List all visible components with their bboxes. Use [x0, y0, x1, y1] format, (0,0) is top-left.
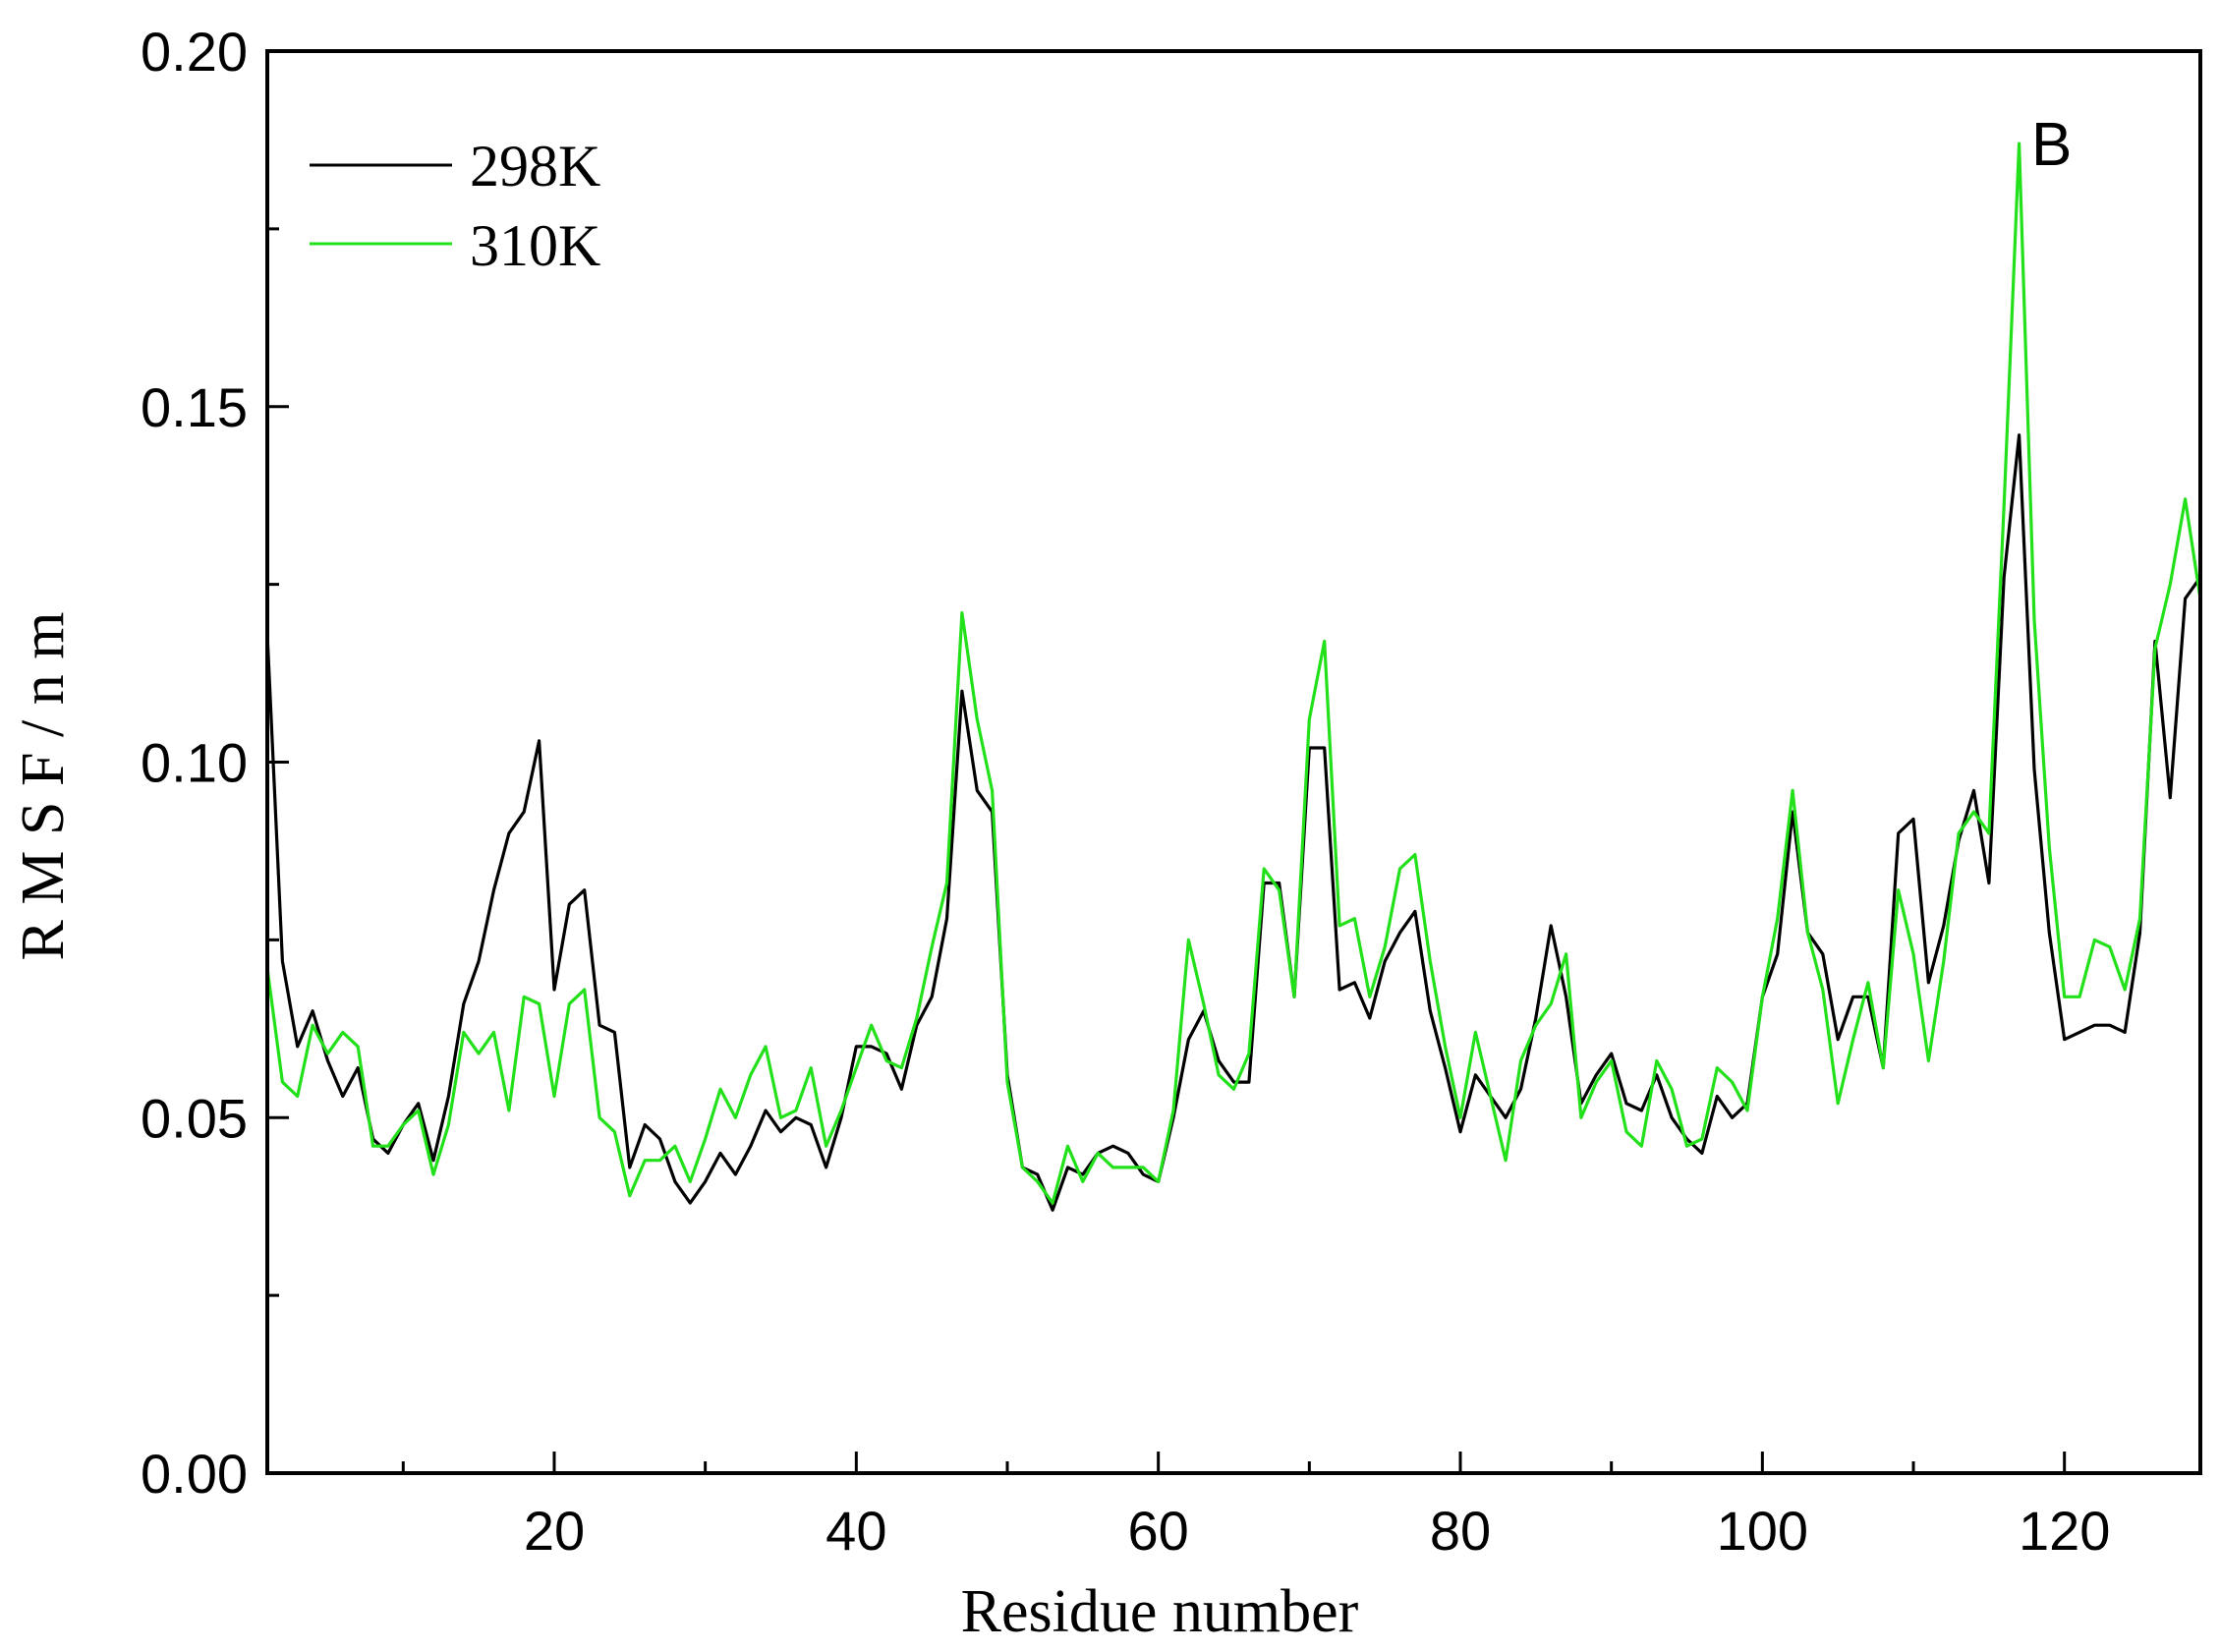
- series-line-310k: [265, 142, 2202, 1205]
- x-tick-label: 80: [1430, 1500, 1491, 1562]
- x-tick-label: 20: [524, 1500, 585, 1562]
- series-line-298k: [265, 433, 2202, 1212]
- y-tick-label: 0.20: [141, 21, 248, 83]
- y-tick-label: 0.15: [141, 376, 248, 438]
- x-tick-label: 100: [1717, 1500, 1808, 1562]
- y-tick-label: 0.05: [141, 1087, 248, 1149]
- legend-label-310k: 310K: [470, 213, 600, 278]
- x-tick-label: 120: [2019, 1500, 2110, 1562]
- y-tick-label: 0.10: [141, 732, 248, 794]
- x-tick-label: 40: [825, 1500, 886, 1562]
- legend-label-298k: 298K: [470, 134, 600, 199]
- legend: 298K 310K: [310, 134, 600, 278]
- y-tick-label: 0.00: [141, 1443, 248, 1505]
- y-axis-ticks: 0.00 0.05 0.10 0.15 0.20: [141, 21, 289, 1505]
- x-axis-ticks: 20 40 60 80 100 120: [401, 1452, 2110, 1562]
- plot-lines: [265, 142, 2202, 1212]
- x-axis-title: Residue number: [961, 1578, 1359, 1645]
- panel-label: B: [2031, 111, 2072, 179]
- y-axis-title: R M S F / n m: [10, 612, 77, 961]
- x-tick-label: 60: [1128, 1500, 1189, 1562]
